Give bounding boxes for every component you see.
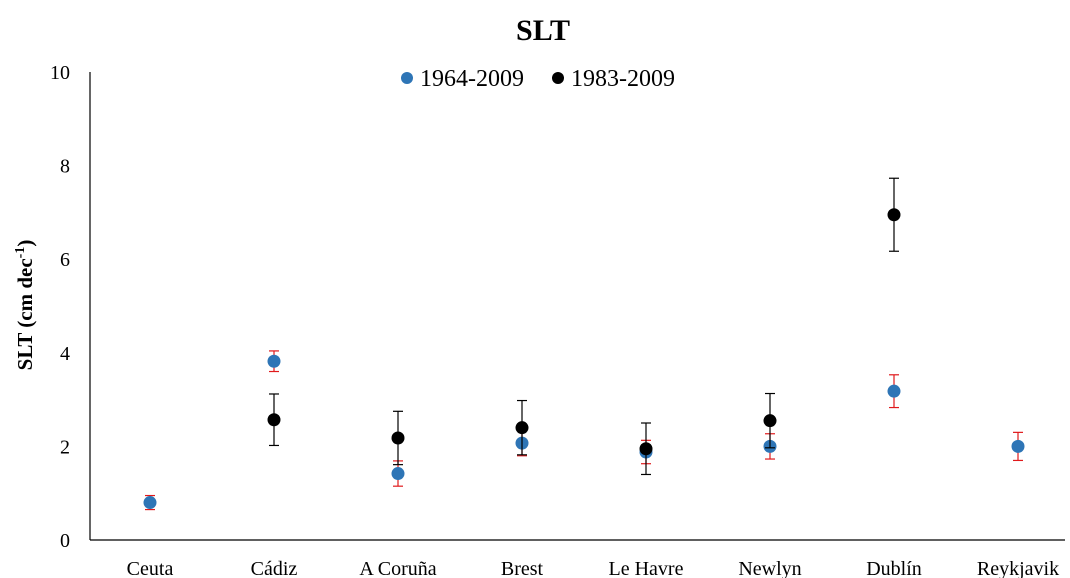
y-tick-label-0: 0 — [60, 530, 70, 552]
point-1983-2009-brest — [515, 399, 529, 456]
legend-marker-1964-2009 — [401, 72, 413, 84]
y-tick-label-8: 8 — [60, 156, 70, 178]
x-tick-label-newlyn: Newlyn — [738, 558, 801, 578]
legend-marker-1983-2009 — [552, 72, 564, 84]
point-1964-2009-a-coruna — [391, 460, 405, 487]
data-marker — [267, 413, 281, 427]
point-1983-2009-dublin — [887, 177, 901, 252]
x-tick-label-cadiz: Cádiz — [251, 558, 298, 578]
point-1983-2009-newlyn — [763, 392, 777, 449]
y-tick-labels: 0 2 4 6 8 10 — [50, 62, 70, 552]
data-marker — [143, 496, 157, 510]
x-tick-label-le-havre: Le Havre — [609, 558, 684, 578]
data-marker — [391, 467, 405, 481]
y-axis-label-superscript: -1 — [13, 247, 28, 259]
point-1964-2009-cadiz — [267, 350, 281, 373]
y-axis-label: SLT (cm dec-1) — [13, 240, 37, 371]
x-tick-label-reykjavik: Reykjavik — [977, 558, 1059, 578]
point-1964-2009-dublin — [887, 374, 901, 409]
y-axis-label-close: ) — [13, 240, 37, 247]
data-points — [143, 177, 1025, 511]
data-marker — [639, 442, 653, 456]
x-tick-label-dublin: Dublín — [866, 558, 922, 578]
data-marker — [1011, 439, 1025, 453]
point-1964-2009-reykjavik — [1011, 431, 1025, 462]
point-1983-2009-cadiz — [267, 393, 281, 447]
data-marker — [267, 354, 281, 368]
point-1983-2009-a-coruna — [391, 410, 405, 466]
y-axis-label-main: SLT (cm dec — [13, 258, 37, 370]
data-marker — [515, 421, 529, 435]
y-tick-label-2: 2 — [60, 436, 70, 458]
y-tick-label-4: 4 — [60, 343, 70, 365]
legend-label-1983-2009: 1983-2009 — [571, 66, 675, 92]
point-1983-2009-le-havre — [639, 422, 653, 476]
legend-label-1964-2009: 1964-2009 — [420, 66, 524, 92]
y-tick-label-6: 6 — [60, 249, 70, 271]
legend: 1964-2009 1983-2009 — [401, 66, 675, 92]
data-marker — [887, 384, 901, 398]
data-marker — [391, 431, 405, 445]
x-tick-label-brest: Brest — [501, 558, 544, 578]
point-1964-2009-ceuta — [143, 494, 157, 511]
chart-title: SLT — [516, 14, 570, 47]
data-marker — [887, 208, 901, 222]
x-tick-label-a-coruna: A Coruña — [359, 558, 436, 578]
x-tick-label-ceuta: Ceuta — [127, 558, 174, 578]
y-tick-label-10: 10 — [50, 62, 70, 84]
data-marker — [763, 414, 777, 428]
x-tick-labels: Ceuta Cádiz A Coruña Brest Le Havre Newlyn Dub… — [127, 558, 1059, 578]
